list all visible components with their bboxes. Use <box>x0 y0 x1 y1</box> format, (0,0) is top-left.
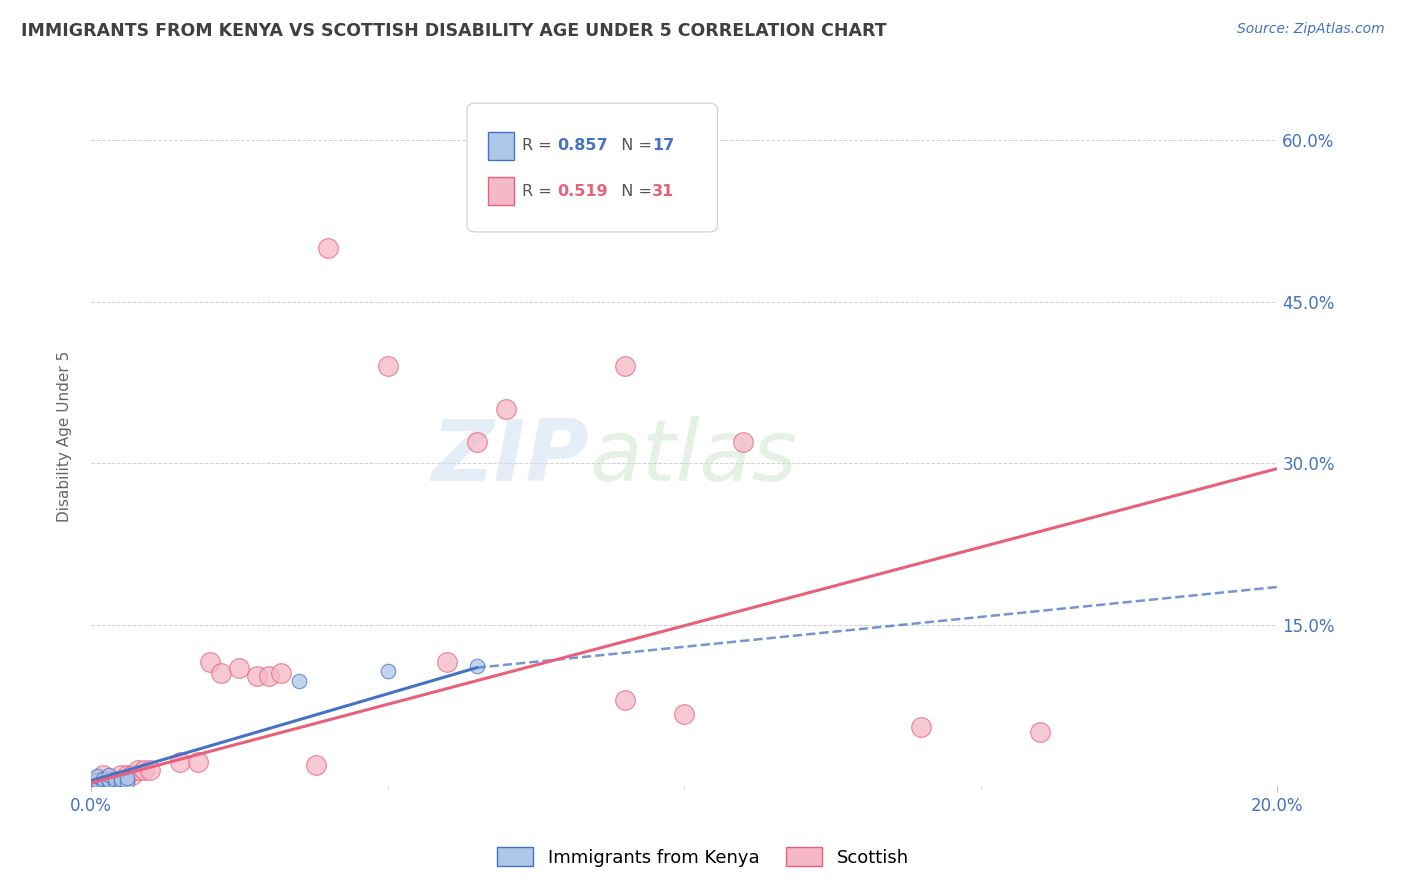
Point <box>127 763 149 777</box>
Point <box>139 763 162 777</box>
Point <box>910 720 932 734</box>
Point <box>91 773 114 788</box>
Point <box>673 706 696 721</box>
Text: ZIP: ZIP <box>432 416 589 499</box>
Text: 17: 17 <box>652 138 675 153</box>
Text: IMMIGRANTS FROM KENYA VS SCOTTISH DISABILITY AGE UNDER 5 CORRELATION CHART: IMMIGRANTS FROM KENYA VS SCOTTISH DISABI… <box>21 22 887 40</box>
Y-axis label: Disability Age Under 5: Disability Age Under 5 <box>58 351 72 522</box>
Text: 31: 31 <box>652 184 675 199</box>
Text: 0.857: 0.857 <box>557 138 607 153</box>
Point <box>97 774 120 789</box>
Point <box>436 656 458 670</box>
Point <box>465 658 488 673</box>
Point <box>121 768 143 782</box>
Point <box>91 768 114 782</box>
Point <box>257 669 280 683</box>
Point <box>115 771 138 785</box>
Point <box>198 656 221 670</box>
Point <box>465 434 488 449</box>
Text: R =: R = <box>522 138 557 153</box>
Point <box>169 756 191 770</box>
Point <box>1029 725 1052 739</box>
Legend: Immigrants from Kenya, Scottish: Immigrants from Kenya, Scottish <box>489 840 917 874</box>
FancyBboxPatch shape <box>488 132 515 160</box>
Point <box>86 769 108 783</box>
Point <box>316 241 339 255</box>
Point <box>86 772 108 787</box>
Point <box>104 772 127 786</box>
Point <box>377 359 399 374</box>
Point <box>86 774 108 789</box>
Point <box>104 774 127 789</box>
Text: N =: N = <box>610 184 657 199</box>
Text: atlas: atlas <box>589 416 797 499</box>
Point <box>110 774 132 789</box>
Point <box>377 664 399 678</box>
Text: Source: ZipAtlas.com: Source: ZipAtlas.com <box>1237 22 1385 37</box>
Text: 0.519: 0.519 <box>557 184 607 199</box>
Point <box>104 773 127 788</box>
Point <box>97 773 120 788</box>
Point <box>228 661 250 675</box>
Point <box>613 693 636 707</box>
Point <box>187 756 209 770</box>
Text: R =: R = <box>522 184 557 199</box>
FancyBboxPatch shape <box>488 178 515 205</box>
Point <box>613 359 636 374</box>
Point <box>246 669 269 683</box>
Point <box>305 757 328 772</box>
Point <box>91 774 114 789</box>
Point <box>97 768 120 782</box>
Point <box>270 666 292 681</box>
Point <box>110 768 132 782</box>
Point <box>86 773 108 788</box>
Point <box>115 774 138 789</box>
Text: N =: N = <box>610 138 657 153</box>
Point <box>733 434 755 449</box>
Point <box>287 673 309 688</box>
Point <box>134 763 156 777</box>
Point <box>495 402 517 417</box>
FancyBboxPatch shape <box>467 103 717 232</box>
Point <box>97 772 120 787</box>
Point <box>91 772 114 786</box>
Point <box>115 768 138 782</box>
Point <box>110 772 132 786</box>
Point <box>209 666 232 681</box>
